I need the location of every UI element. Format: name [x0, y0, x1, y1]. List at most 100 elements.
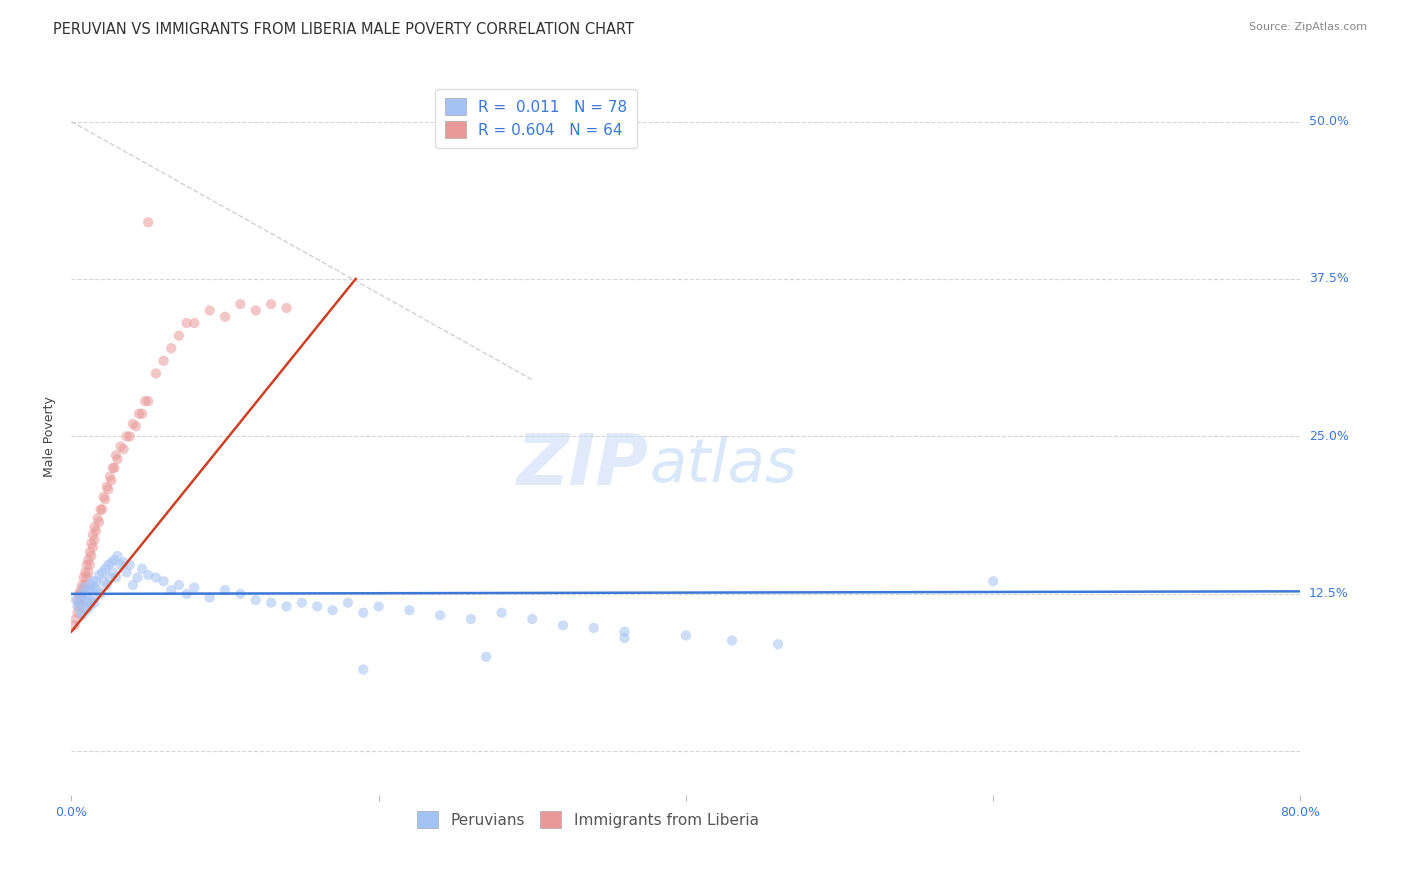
Point — [167, 578, 190, 592]
Text: 37.5%: 37.5% — [1309, 272, 1348, 285]
Point — [766, 637, 789, 651]
Point — [276, 301, 298, 315]
Point — [229, 297, 252, 311]
Point — [90, 502, 112, 516]
Point — [76, 570, 98, 584]
Point — [79, 578, 101, 592]
Point — [214, 310, 236, 324]
Point — [77, 553, 100, 567]
Point — [87, 568, 110, 582]
Point — [101, 461, 124, 475]
Point — [75, 578, 97, 592]
Point — [97, 558, 120, 572]
Point — [307, 599, 329, 614]
Legend: Peruvians, Immigrants from Liberia: Peruvians, Immigrants from Liberia — [411, 805, 765, 834]
Text: atlas: atlas — [650, 435, 797, 495]
Point — [91, 502, 114, 516]
Point — [198, 591, 221, 605]
Point — [110, 440, 132, 454]
Point — [491, 606, 513, 620]
Point — [214, 583, 236, 598]
Point — [167, 328, 190, 343]
Point — [112, 555, 135, 569]
Point — [475, 649, 498, 664]
Point — [65, 612, 87, 626]
Text: 50.0%: 50.0% — [1309, 115, 1348, 128]
Point — [80, 536, 103, 550]
Point — [107, 452, 129, 467]
Point — [675, 628, 697, 642]
Point — [73, 599, 96, 614]
Point — [73, 583, 96, 598]
Point — [145, 367, 167, 381]
Point — [96, 480, 118, 494]
Point — [131, 407, 153, 421]
Point — [86, 511, 108, 525]
Point — [83, 533, 105, 547]
Point — [104, 570, 127, 584]
Point — [83, 520, 105, 534]
Point — [160, 341, 183, 355]
Point — [134, 394, 156, 409]
Point — [79, 545, 101, 559]
Point — [67, 587, 90, 601]
Point — [721, 633, 744, 648]
Point — [522, 612, 544, 626]
Point — [118, 558, 141, 572]
Point — [87, 515, 110, 529]
Point — [115, 429, 138, 443]
Point — [176, 316, 198, 330]
Point — [70, 587, 93, 601]
Point — [69, 606, 91, 620]
Point — [93, 490, 115, 504]
Point — [82, 574, 104, 589]
Point — [582, 621, 605, 635]
Point — [121, 578, 143, 592]
Text: PERUVIAN VS IMMIGRANTS FROM LIBERIA MALE POVERTY CORRELATION CHART: PERUVIAN VS IMMIGRANTS FROM LIBERIA MALE… — [53, 22, 634, 37]
Point — [367, 599, 389, 614]
Point — [131, 562, 153, 576]
Point — [82, 591, 104, 605]
Point — [97, 483, 120, 497]
Point — [65, 593, 87, 607]
Point — [336, 596, 359, 610]
Point — [551, 618, 574, 632]
Point — [981, 574, 1004, 589]
Point — [91, 566, 114, 580]
Point — [66, 599, 89, 614]
Point — [145, 570, 167, 584]
Text: Source: ZipAtlas.com: Source: ZipAtlas.com — [1249, 22, 1367, 32]
Point — [136, 568, 159, 582]
Point — [118, 429, 141, 443]
Point — [98, 469, 121, 483]
Point — [82, 527, 104, 541]
Point — [229, 587, 252, 601]
Point — [183, 316, 205, 330]
Point — [76, 603, 98, 617]
Point — [352, 662, 374, 676]
Point — [77, 583, 100, 598]
Point — [77, 596, 100, 610]
Y-axis label: Male Poverty: Male Poverty — [44, 396, 56, 477]
Point — [429, 608, 451, 623]
Point — [460, 612, 482, 626]
Point — [160, 583, 183, 598]
Point — [69, 591, 91, 605]
Point — [276, 599, 298, 614]
Point — [84, 524, 107, 538]
Point — [100, 555, 122, 569]
Point — [83, 596, 105, 610]
Point — [76, 587, 98, 601]
Point — [613, 624, 636, 639]
Point — [101, 566, 124, 580]
Point — [75, 593, 97, 607]
Point — [80, 583, 103, 598]
Point — [69, 596, 91, 610]
Point — [70, 608, 93, 623]
Point — [80, 549, 103, 563]
Point — [613, 631, 636, 645]
Point — [107, 549, 129, 563]
Point — [84, 574, 107, 589]
Point — [128, 407, 150, 421]
Point — [98, 570, 121, 584]
